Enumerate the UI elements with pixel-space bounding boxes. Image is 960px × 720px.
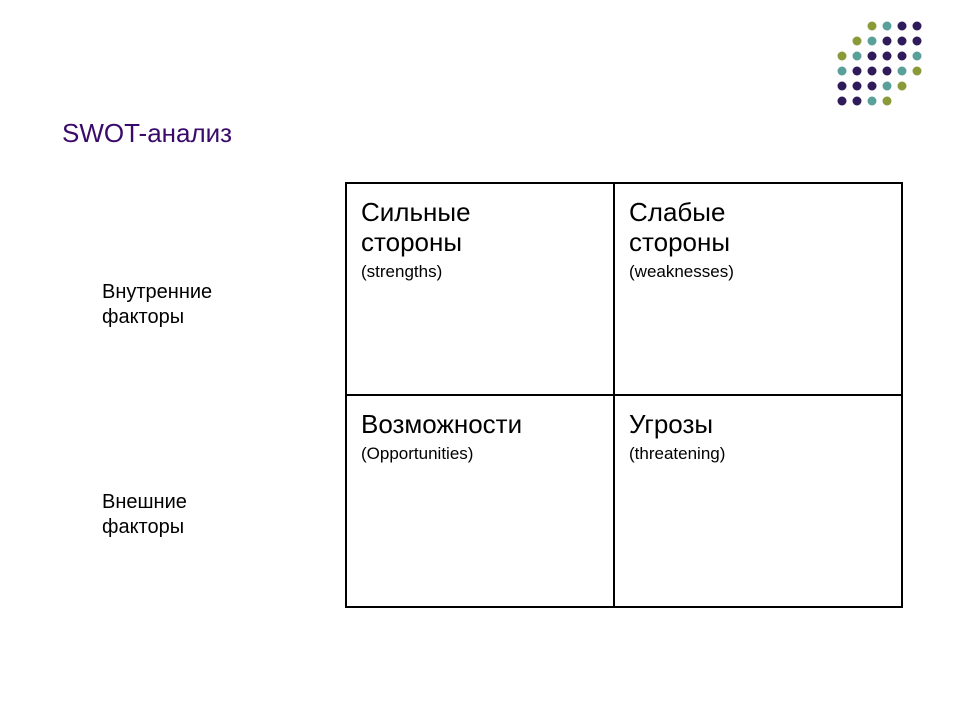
cell-threats-sub: (threatening) [629,444,887,464]
cell-strengths-sub: (strengths) [361,262,599,282]
row-label-internal-line1: Внутренние [102,281,212,303]
table-row: Сильные стороны (strengths) Слабые сторо… [346,183,902,395]
cell-opportunities-sub: (Opportunities) [361,444,599,464]
cell-weaknesses-sub: (weaknesses) [629,262,887,282]
swot-table: Сильные стороны (strengths) Слабые сторо… [345,182,903,608]
row-label-external-line1: Внешние [102,491,187,513]
cell-opportunities: Возможности (Opportunities) [346,395,614,607]
row-label-external: Внешние факторы [102,490,187,540]
cell-strengths: Сильные стороны (strengths) [346,183,614,395]
row-label-external-line2: факторы [102,516,184,538]
row-label-internal-line2: факторы [102,306,184,328]
page-title: SWOT-анализ [62,118,232,149]
cell-weaknesses-title: Слабые стороны [629,198,887,258]
cell-threats-title: Угрозы [629,410,887,440]
cell-weaknesses: Слабые стороны (weaknesses) [614,183,902,395]
cell-strengths-title: Сильные стороны [361,198,599,258]
dot-grid-icon [834,18,934,118]
row-label-internal: Внутренние факторы [102,280,212,330]
table-row: Возможности (Opportunities) Угрозы (thre… [346,395,902,607]
cell-opportunities-title: Возможности [361,410,599,440]
cell-threats: Угрозы (threatening) [614,395,902,607]
